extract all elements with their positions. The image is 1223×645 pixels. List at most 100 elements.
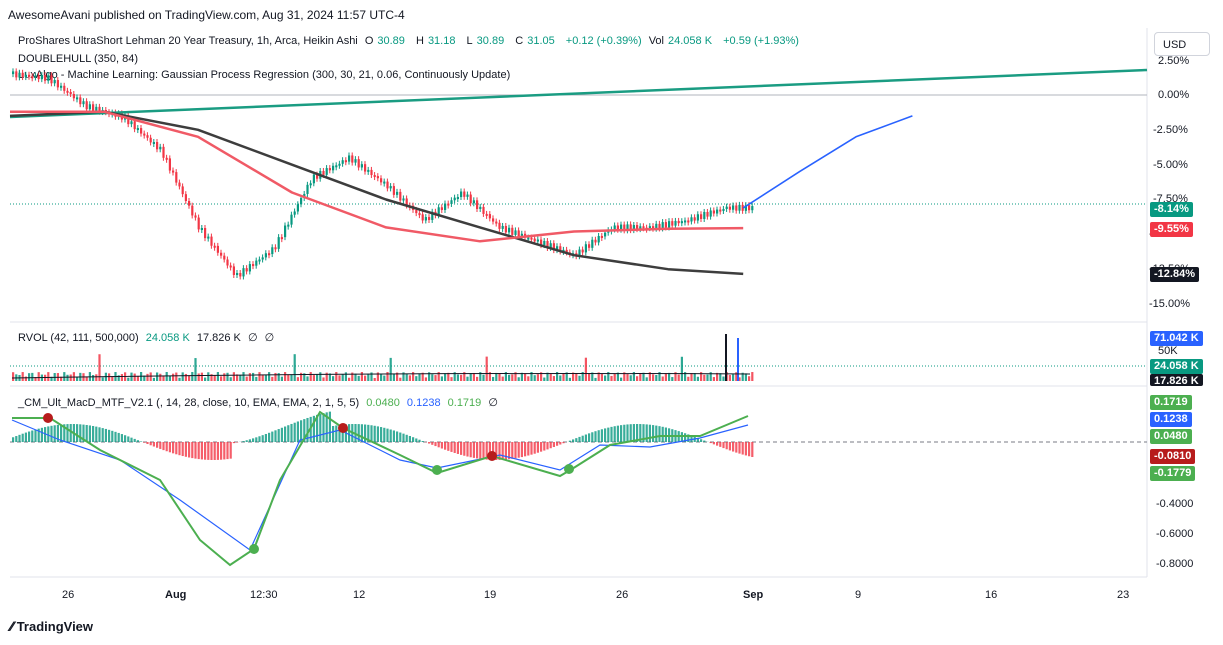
volume-bar xyxy=(636,376,639,381)
macd-histogram-bar xyxy=(268,432,271,442)
volume-bar xyxy=(613,373,616,381)
volume-bar xyxy=(245,376,248,381)
macd-histogram-bar xyxy=(15,436,18,442)
candle xyxy=(328,168,331,171)
volume-bar xyxy=(680,356,683,381)
candle xyxy=(168,158,171,171)
macd-histogram-bar xyxy=(472,442,475,458)
candle xyxy=(335,165,338,168)
macd-histogram-bar xyxy=(277,429,280,442)
volume-bar xyxy=(424,377,427,381)
macd-legend[interactable]: _CM_Ult_MacD_MTF_V2.1 (, 14, 28, close, … xyxy=(18,396,502,409)
candle xyxy=(616,225,619,230)
candle xyxy=(338,163,341,166)
macd-histogram-bar xyxy=(562,442,565,444)
candle xyxy=(348,155,351,162)
volume-bar xyxy=(460,374,463,381)
candle xyxy=(175,172,178,183)
volume-bar xyxy=(408,375,411,381)
candle xyxy=(485,213,488,216)
time-tick: 19 xyxy=(484,589,497,601)
macd-histogram-bar xyxy=(412,437,415,442)
volume-bar xyxy=(322,377,325,381)
price-tick: -15.00% xyxy=(1149,298,1190,310)
candle xyxy=(594,239,597,243)
volume-bar xyxy=(98,354,101,381)
candle xyxy=(287,224,290,227)
macd-histogram-bar xyxy=(620,425,623,442)
currency-button[interactable]: USD xyxy=(1154,32,1210,56)
macd-group xyxy=(11,410,754,567)
candle xyxy=(274,247,277,250)
macd-histogram-bar xyxy=(360,424,363,442)
macd-histogram-bar xyxy=(293,422,296,442)
macd-histogram-bar xyxy=(108,429,111,442)
macd-histogram-bar xyxy=(69,424,72,442)
indicator-gpr-legend[interactable]: LuxAlgo - Machine Learning: Gaussian Pro… xyxy=(18,69,511,81)
volume-bar xyxy=(652,374,655,381)
macd-histogram-bar xyxy=(690,435,693,442)
candle xyxy=(242,268,245,277)
candle xyxy=(636,225,639,230)
candle xyxy=(236,273,239,276)
volume-bar xyxy=(568,377,571,381)
macd-histogram-bar xyxy=(415,438,418,442)
indicator-doublehull-legend[interactable]: DOUBLEHULL (350, 84) xyxy=(18,53,139,65)
volume-bar xyxy=(524,373,527,381)
volume-bar xyxy=(591,372,594,381)
candle xyxy=(712,210,715,214)
macd-histogram-bar xyxy=(588,433,591,442)
macd-histogram-bar xyxy=(156,442,159,448)
candle xyxy=(44,75,47,81)
price-tag-hull-slow: -12.84% xyxy=(1150,267,1199,282)
macd-histogram-bar xyxy=(245,440,248,442)
candle xyxy=(357,159,360,168)
volume-bar xyxy=(719,373,722,381)
candle xyxy=(741,204,744,211)
rvol-legend[interactable]: RVOL (42, 111, 500,000) 24.058 K 17.826 … xyxy=(18,331,278,344)
macd-histogram-bar xyxy=(44,427,47,442)
macd-histogram-bar xyxy=(223,442,226,460)
macd-histogram-bar xyxy=(136,440,139,442)
volume-bar xyxy=(716,372,719,381)
macd-tag-hist: 0.0480 xyxy=(1150,429,1192,444)
volume-bar xyxy=(447,372,450,381)
macd-histogram-bar xyxy=(645,424,648,442)
candle xyxy=(53,80,56,84)
macd-histogram-bar xyxy=(271,431,274,442)
volume-bar xyxy=(632,372,635,381)
volume-bar xyxy=(316,374,319,381)
volume-bar xyxy=(549,373,552,381)
candle xyxy=(658,223,661,229)
footer-brand[interactable]: ⁄⁄ TradingView xyxy=(10,618,93,634)
macd-histogram-bar xyxy=(12,437,15,442)
volume-bar xyxy=(223,373,226,381)
candle xyxy=(674,220,677,226)
macd-histogram-bar xyxy=(40,427,43,442)
volume-bar xyxy=(268,372,271,381)
candle xyxy=(498,222,501,229)
macd-histogram-bar xyxy=(348,424,351,442)
volume-bar xyxy=(402,372,405,381)
volume-bar xyxy=(492,376,495,381)
macd-histogram-bar xyxy=(306,417,309,442)
volume-bar xyxy=(373,377,376,381)
volume-bar xyxy=(72,372,75,381)
volume-bar xyxy=(216,372,219,381)
volume-bar xyxy=(168,375,171,381)
macd-histogram-bar xyxy=(728,442,731,451)
candle xyxy=(511,227,514,235)
macd-histogram-bar xyxy=(380,427,383,442)
candle xyxy=(31,76,34,79)
macd-histogram-bar xyxy=(101,428,104,442)
candle xyxy=(213,245,216,248)
macd-histogram-bar xyxy=(434,442,437,447)
price-tick: 0.00% xyxy=(1158,89,1190,101)
macd-histogram-bar xyxy=(460,442,463,455)
volume-bar xyxy=(236,374,239,381)
volume-bar xyxy=(197,373,200,381)
candle xyxy=(367,169,370,172)
time-tick: 26 xyxy=(616,589,629,601)
candle xyxy=(450,200,453,204)
